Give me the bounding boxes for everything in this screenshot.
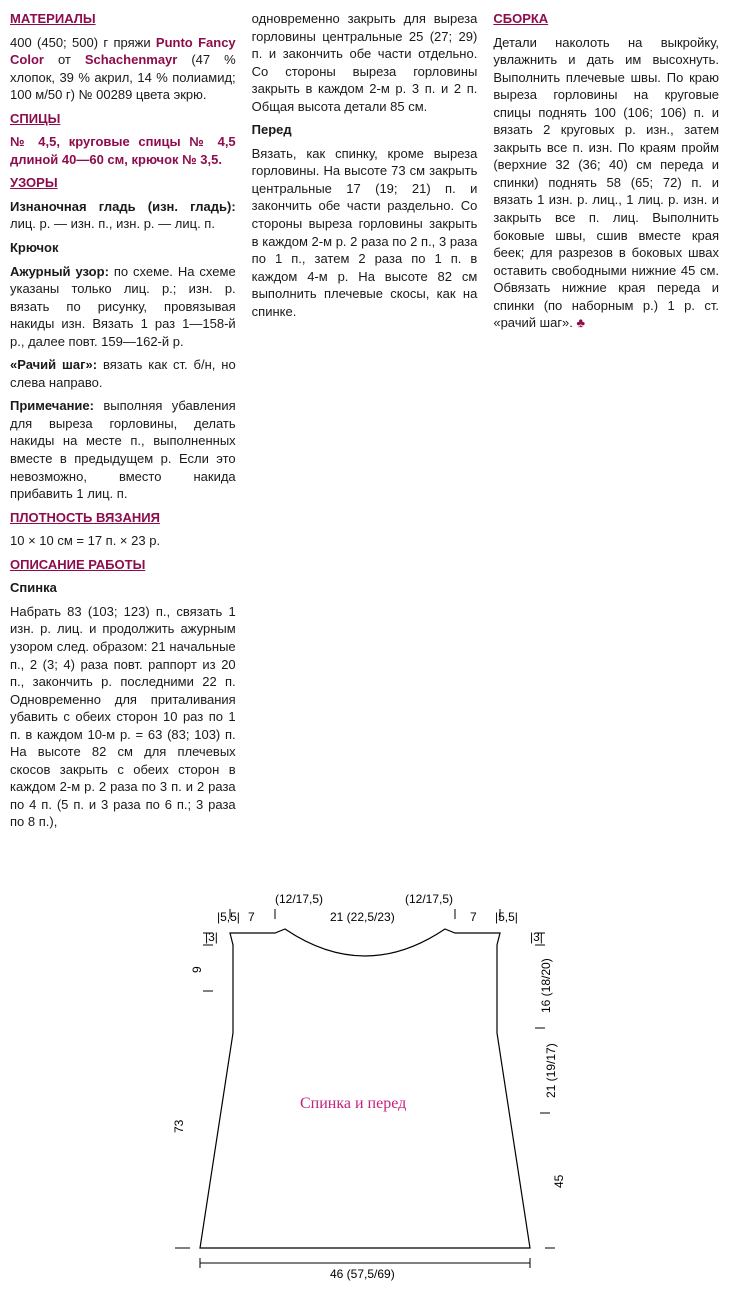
column-left: МАТЕРИАЛЫ 400 (450; 500) г пряжи Punto F… — [10, 10, 236, 837]
dim-right-top: |3| — [530, 930, 543, 944]
pattern-purl-body: лиц. р. — изн. п., изн. р. — лиц. п. — [10, 216, 215, 231]
pattern-note-head: Примечание: — [10, 398, 94, 413]
dim-bottom: 46 (57,5/69) — [330, 1267, 395, 1281]
yarn-maker: Schachenmayr — [85, 52, 178, 67]
pattern-lace-head: Ажурный узор: — [10, 264, 109, 279]
dim-top-right-seg: 7 — [470, 910, 477, 924]
dim-top-left-curve: (12/17,5) — [275, 892, 323, 906]
heading-front: Перед — [252, 122, 292, 137]
dim-right-mid1: 16 (18/20) — [539, 958, 553, 1013]
back-continuation: одновременно закрыть для выреза горловин… — [252, 10, 478, 115]
dim-top-center: 21 (22,5/23) — [330, 910, 395, 924]
front-text: Вязать, как спинку, кроме выреза горлови… — [252, 145, 478, 320]
pattern-lace: Ажурный узор: по схеме. На схеме указаны… — [10, 263, 236, 351]
materials-from: от — [44, 52, 85, 67]
dim-left-top: |3| — [205, 930, 218, 944]
heading-needles: СПИЦЫ — [10, 111, 60, 126]
schematic-diagram: |5,5| 7 (12/17,5) 21 (22,5/23) (12/17,5)… — [10, 853, 719, 1283]
materials-pre: 400 (450; 500) г пряжи — [10, 35, 156, 50]
club-icon: ♣ — [577, 315, 586, 330]
heading-patterns: УЗОРЫ — [10, 175, 58, 190]
pattern-crab: «Рачий шаг»: вязать как ст. б/н, но слев… — [10, 356, 236, 391]
back-text: Набрать 83 (103; 123) п., связать 1 изн.… — [10, 603, 236, 831]
dim-top-left-seg: 7 — [248, 910, 255, 924]
pattern-crochet-head: Крючок — [10, 240, 58, 255]
dim-right-mid2: 21 (19/17) — [544, 1043, 558, 1098]
pattern-crab-head: «Рачий шаг»: — [10, 357, 97, 372]
dim-top-left-bracket: |5,5| — [217, 910, 240, 924]
pattern-note: Примечание: выполняя убавления для вырез… — [10, 397, 236, 502]
heading-back: Спинка — [10, 580, 57, 595]
pattern-purl-head: Изнаночная гладь (изн. гладь): — [10, 199, 236, 214]
dim-left-shoulder: 9 — [190, 966, 204, 973]
column-right: СБОРКА Детали наколоть на выкройку, увла… — [493, 10, 719, 837]
schematic-label: Спинка и перед — [300, 1095, 406, 1112]
assembly-text: Детали наколоть на выкройку, увлажнить и… — [493, 34, 719, 332]
heading-work: ОПИСАНИЕ РАБОТЫ — [10, 557, 145, 572]
dim-right-bottom: 45 — [552, 1174, 566, 1188]
pattern-purl: Изнаночная гладь (изн. гладь): лиц. р. —… — [10, 198, 236, 233]
dim-left-body: 73 — [172, 1119, 186, 1133]
heading-gauge: ПЛОТНОСТЬ ВЯЗАНИЯ — [10, 510, 160, 525]
heading-materials: МАТЕРИАЛЫ — [10, 11, 96, 26]
heading-assembly: СБОРКА — [493, 11, 548, 26]
dim-top-right-curve: (12/17,5) — [405, 892, 453, 906]
assembly-body: Детали наколоть на выкройку, увлажнить и… — [493, 35, 719, 331]
pattern-note-body: выполняя убавления для выреза горловины,… — [10, 398, 236, 501]
dim-top-right-bracket: |5,5| — [495, 910, 518, 924]
materials-paragraph: 400 (450; 500) г пряжи Punto Fancy Color… — [10, 34, 236, 104]
gauge-text: 10 × 10 см = 17 п. × 23 р. — [10, 532, 236, 550]
needles-text: № 4,5, круговые спицы № 4,5 длиной 40—60… — [10, 134, 236, 167]
column-middle: одновременно закрыть для выреза горловин… — [252, 10, 478, 837]
